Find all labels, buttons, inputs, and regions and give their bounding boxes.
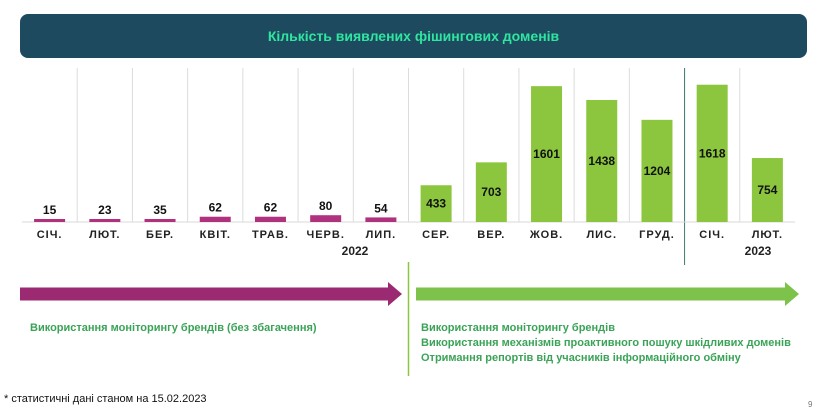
year-label-2023: 2023 xyxy=(745,244,772,258)
bar-9 xyxy=(475,162,507,222)
data-label-2: 23 xyxy=(98,203,112,217)
bar-6 xyxy=(310,215,342,222)
data-label-1: 15 xyxy=(43,203,57,217)
data-label-6: 80 xyxy=(319,199,333,213)
tick-label-3: БЕР. xyxy=(146,229,174,241)
phase2-note-2: Використання механізмів проактивного пош… xyxy=(421,337,791,349)
data-label-5: 62 xyxy=(264,201,278,215)
phase1-arrow xyxy=(20,282,402,306)
tick-label-13: СІЧ. xyxy=(699,229,725,241)
data-label-12: 1204 xyxy=(644,164,671,178)
bar-7 xyxy=(365,217,397,222)
bar-2 xyxy=(89,219,121,222)
bar-14 xyxy=(751,158,783,222)
phase2-note-3: Отримання репортів від учасників інформа… xyxy=(421,352,741,364)
bar-8 xyxy=(420,185,452,222)
year-label-2022: 2022 xyxy=(342,244,369,258)
title-banner: Кількість виявлених фішингових доменів xyxy=(20,14,807,58)
data-label-11: 1438 xyxy=(588,154,615,168)
bar-13 xyxy=(696,84,728,222)
tick-label-4: КВІТ. xyxy=(200,229,231,241)
bar-4 xyxy=(199,216,231,222)
tick-label-12: ГРУД. xyxy=(639,229,675,241)
bar-11 xyxy=(586,99,618,222)
tick-label-8: СЕР. xyxy=(422,229,450,241)
tick-label-10: ЖОВ. xyxy=(529,229,563,241)
tick-label-2: ЛЮТ. xyxy=(89,229,120,241)
tick-label-6: ЧЕРВ. xyxy=(306,229,344,241)
data-label-8: 433 xyxy=(426,197,446,211)
page-title: Кількість виявлених фішингових доменів xyxy=(267,28,560,44)
bar-12 xyxy=(641,119,673,222)
tick-label-5: ТРАВ. xyxy=(252,229,289,241)
tick-label-11: ЛИС. xyxy=(586,229,617,241)
data-label-9: 703 xyxy=(481,185,501,199)
data-label-4: 62 xyxy=(209,201,223,215)
phase2-note-1: Використання моніторингу брендів xyxy=(421,322,615,334)
bar-5 xyxy=(254,216,286,222)
data-label-14: 754 xyxy=(757,183,777,197)
data-label-3: 35 xyxy=(153,203,167,217)
bar-1 xyxy=(34,219,66,222)
tick-label-1: СІЧ. xyxy=(37,229,63,241)
data-label-13: 1618 xyxy=(699,146,726,160)
tick-label-7: ЛИП. xyxy=(366,229,397,241)
data-label-10: 1601 xyxy=(533,147,560,161)
page-number: 9 xyxy=(808,400,813,409)
footnote: * статистичні дані станом на 15.02.2023 xyxy=(4,393,207,405)
tick-label-14: ЛЮТ. xyxy=(752,229,783,241)
bar-3 xyxy=(144,219,176,222)
phase2-arrow xyxy=(416,282,799,306)
tick-label-9: ВЕР. xyxy=(477,229,505,241)
data-label-7: 54 xyxy=(374,201,388,215)
bar-10 xyxy=(531,86,563,222)
phase1-note: Використання моніторингу брендів (без зб… xyxy=(30,322,317,334)
